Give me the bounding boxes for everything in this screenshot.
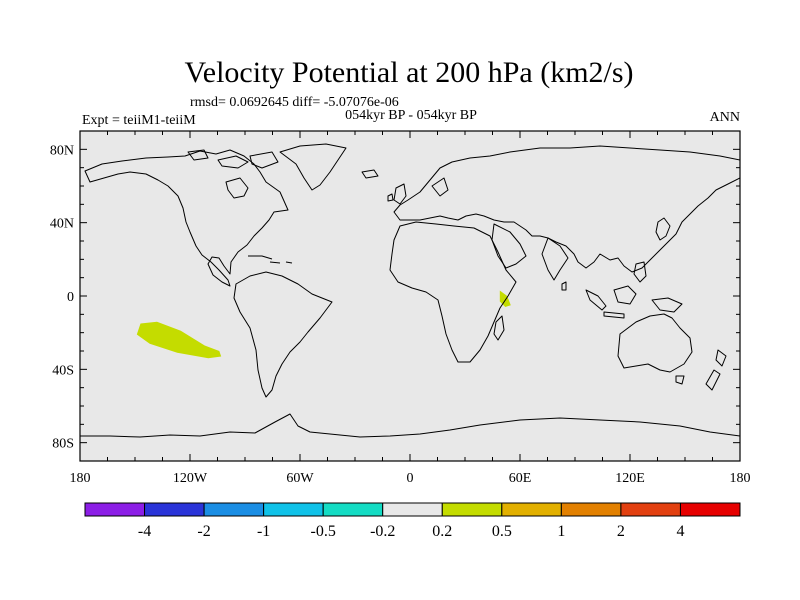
colorbar-label: 0.2 xyxy=(432,523,452,540)
map-axes: 80N 40N 0 40S 80S 180 120W 60W 0 60E 120E 180 xyxy=(50,130,751,486)
south-pacific-positive-anomaly xyxy=(136,321,222,359)
anomaly-layer xyxy=(136,290,511,359)
colorbar-label: 1 xyxy=(557,523,565,540)
coast-india xyxy=(541,237,569,281)
x-tick-label: 60E xyxy=(509,471,532,486)
coast-arabia xyxy=(491,223,527,269)
plot-title: Velocity Potential at 200 hPa (km2/s) xyxy=(184,56,633,89)
coast-philippines xyxy=(633,261,647,283)
stats-line: rmsd= 0.0692645 diff= -5.07076e-06 xyxy=(190,95,399,110)
colorbar-label: 2 xyxy=(617,523,625,540)
coast-japan xyxy=(655,217,671,241)
y-tick-label: 0 xyxy=(67,290,74,305)
x-tick-label: 120W xyxy=(173,471,208,486)
colorbar-swatch xyxy=(501,502,562,517)
map-background xyxy=(80,131,740,461)
y-tick-label: 40N xyxy=(50,217,74,232)
season-label: ANN xyxy=(710,110,740,125)
x-tick-label: 0 xyxy=(407,471,414,486)
coast-sumatra xyxy=(585,289,607,311)
map-panel: 80N 40N 0 40S 80S 180 120W 60W 0 60E 120E 180 xyxy=(50,130,751,486)
colorbar-swatch xyxy=(679,502,741,517)
coast-british-isles xyxy=(387,183,407,205)
colorbar-swatch xyxy=(620,502,681,517)
y-tick-label: 80N xyxy=(50,143,74,158)
coast-java xyxy=(603,311,625,319)
experiment-label: Expt = teiiM1-teiiM xyxy=(82,113,196,128)
coast-new-zealand xyxy=(705,349,727,391)
colorbar-label: -1 xyxy=(257,523,270,540)
colorbar-swatch xyxy=(441,502,503,517)
period-label: 054kyr BP - 054kyr BP xyxy=(345,108,477,123)
colorbar-swatch xyxy=(203,502,265,517)
coast-tasmania xyxy=(675,375,685,385)
coastlines xyxy=(80,143,740,438)
colorbar-swatch xyxy=(84,502,146,517)
colorbar-label: -0.2 xyxy=(370,523,395,540)
y-tick-label: 80S xyxy=(52,437,74,452)
colorbar-label: -2 xyxy=(197,523,210,540)
colorbar-label: -0.5 xyxy=(311,523,336,540)
colorbar-swatch xyxy=(144,502,205,517)
colorbar-label: 4 xyxy=(676,523,684,540)
y-tick-label: 40S xyxy=(52,363,74,378)
colorbar-swatch xyxy=(263,502,324,517)
coast-madagascar xyxy=(493,315,505,341)
x-tick-label: 120E xyxy=(615,471,645,486)
east-africa-positive-anomaly xyxy=(499,290,511,307)
x-tick-label: 180 xyxy=(730,471,751,486)
colorbar-swatch xyxy=(560,502,622,517)
coast-south-america xyxy=(233,271,333,398)
colorbar-label: -4 xyxy=(138,523,151,540)
colorbar-swatch xyxy=(382,502,443,517)
coast-iceland xyxy=(361,169,379,179)
colorbar-swatch xyxy=(322,502,384,517)
colorbar: -4 -2 -1 -0.5 -0.2 0.2 0.5 1 2 4 xyxy=(84,502,741,540)
coast-africa xyxy=(389,221,517,363)
coast-borneo xyxy=(613,285,637,305)
coast-hudson-bay xyxy=(225,177,249,199)
x-tick-label: 180 xyxy=(70,471,91,486)
coast-new-guinea xyxy=(651,297,683,313)
coast-caribbean xyxy=(248,255,293,264)
coast-greenland xyxy=(279,143,347,191)
coast-north-america xyxy=(84,149,289,287)
x-tick-label: 60W xyxy=(286,471,314,486)
coast-baltic xyxy=(431,177,449,197)
coast-arctic-islands xyxy=(187,149,279,169)
colorbar-label: 0.5 xyxy=(492,523,512,540)
coast-antarctica xyxy=(80,413,740,438)
coast-sri-lanka xyxy=(561,281,567,291)
coast-australia xyxy=(617,313,693,373)
coast-eurasia xyxy=(393,145,740,273)
